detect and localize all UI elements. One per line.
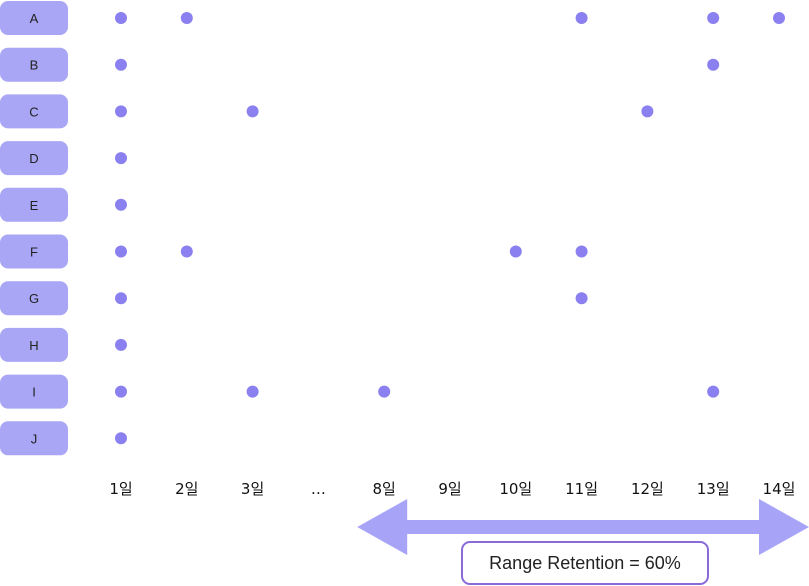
x-tick-label: 1일 [109, 480, 132, 498]
row-label-e: E [30, 198, 39, 213]
data-point [115, 432, 127, 445]
data-point [246, 105, 259, 118]
data-point [115, 152, 127, 165]
x-tick-label: 8일 [373, 480, 396, 498]
range-retention-annotation: Range Retention = 60% [461, 541, 709, 585]
row-pill-i [0, 374, 68, 409]
row-label-i: I [32, 385, 36, 400]
data-point [115, 245, 127, 258]
data-point [378, 385, 391, 398]
data-point [575, 245, 588, 258]
data-point [115, 58, 127, 71]
data-point [115, 338, 127, 351]
row-label-d: D [29, 151, 38, 166]
data-point [115, 385, 127, 398]
row-pill-e [0, 187, 68, 222]
data-point [707, 58, 720, 71]
data-point [180, 12, 193, 24]
x-tick-label: 12일 [631, 480, 664, 498]
x-tick-label: 14일 [763, 480, 796, 498]
row-pill-a [0, 1, 68, 35]
row-pill-c [0, 94, 68, 129]
row-label-c: C [29, 104, 38, 119]
data-point [246, 385, 259, 398]
row-label-f: F [30, 245, 38, 260]
data-point [115, 198, 127, 211]
data-point [773, 12, 785, 24]
row-pill-f [0, 234, 68, 269]
annotation-text: Range Retention = 60% [489, 553, 681, 573]
data-point [509, 245, 522, 258]
x-tick-label: 11일 [565, 480, 598, 498]
x-tick-label: 13일 [697, 480, 730, 498]
data-point [180, 245, 193, 258]
row-pill-d [0, 141, 68, 176]
x-tick-label: 2일 [175, 480, 198, 498]
row-pill-b [0, 47, 68, 82]
x-tick-label: 10일 [499, 480, 532, 498]
row-label-b: B [30, 58, 39, 73]
double-arrow [357, 499, 809, 555]
data-point [575, 12, 588, 24]
row-label-j: J [31, 431, 38, 446]
data-point [641, 105, 654, 118]
range-arrow [357, 499, 809, 555]
x-axis-tick-labels: 1일 2일 3일 … 8일 9일 10일 11일 12일 13일 14일 [109, 480, 795, 498]
row-pill-h [0, 327, 68, 362]
data-point [115, 292, 127, 305]
row-label-a: A [30, 11, 39, 26]
row-labels: A B C D E F G H I J [0, 1, 68, 456]
data-point [575, 292, 588, 305]
row-label-g: G [29, 291, 39, 306]
annotation-box [461, 541, 709, 585]
x-tick-label: … [311, 480, 326, 498]
row-label-h: H [29, 338, 38, 353]
row-pill-g [0, 281, 68, 316]
x-tick-label: 3일 [241, 480, 264, 498]
data-point [115, 12, 127, 24]
data-point [115, 105, 127, 118]
data-point [707, 12, 720, 24]
data-point [707, 385, 720, 398]
row-pill-j [0, 421, 68, 456]
data-points [115, 12, 785, 445]
x-tick-label: 9일 [438, 480, 461, 498]
